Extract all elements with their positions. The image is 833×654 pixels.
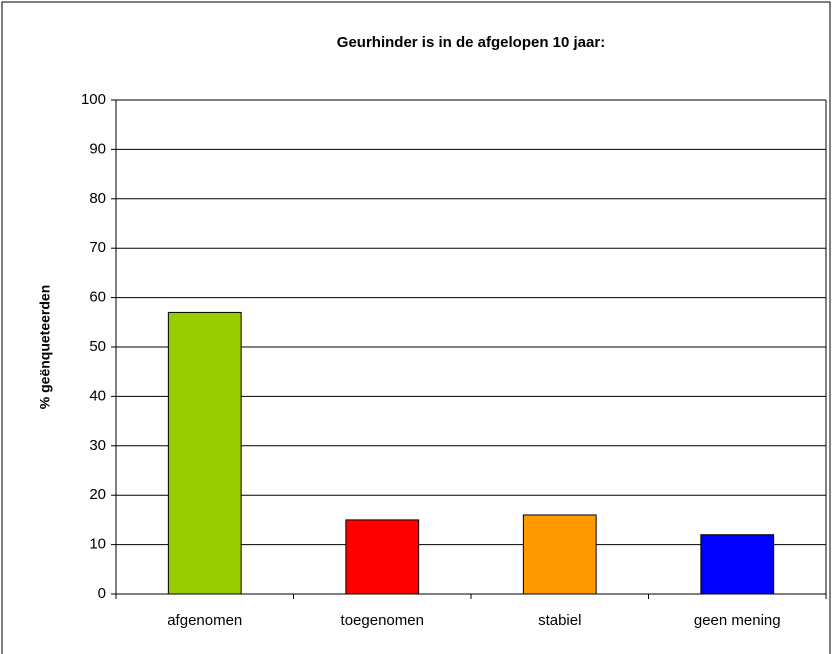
- y-tick-label: 10: [89, 536, 106, 553]
- y-tick-label: 90: [89, 140, 106, 157]
- y-tick-label: 0: [98, 585, 106, 602]
- y-tick-label: 30: [89, 437, 106, 454]
- x-tick-label: stabiel: [538, 612, 581, 629]
- x-tick-label: geen mening: [694, 612, 781, 629]
- y-tick-label: 80: [89, 190, 106, 207]
- bar: [167, 311, 242, 595]
- bar: [522, 514, 597, 595]
- y-tick-label: 100: [81, 91, 106, 108]
- y-tick-label: 50: [89, 338, 106, 355]
- chart-title: Geurhinder is in de afgelopen 10 jaar:: [337, 34, 605, 51]
- y-tick-label: 20: [89, 486, 106, 503]
- x-tick-label: toegenomen: [341, 612, 424, 629]
- bar: [345, 519, 420, 595]
- bar: [700, 534, 775, 595]
- y-axis-label: % geënqueteerden: [37, 285, 53, 409]
- y-tick-label: 60: [89, 289, 106, 306]
- y-tick-label: 40: [89, 387, 106, 404]
- x-tick-label: afgenomen: [167, 612, 242, 629]
- y-tick-label: 70: [89, 239, 106, 256]
